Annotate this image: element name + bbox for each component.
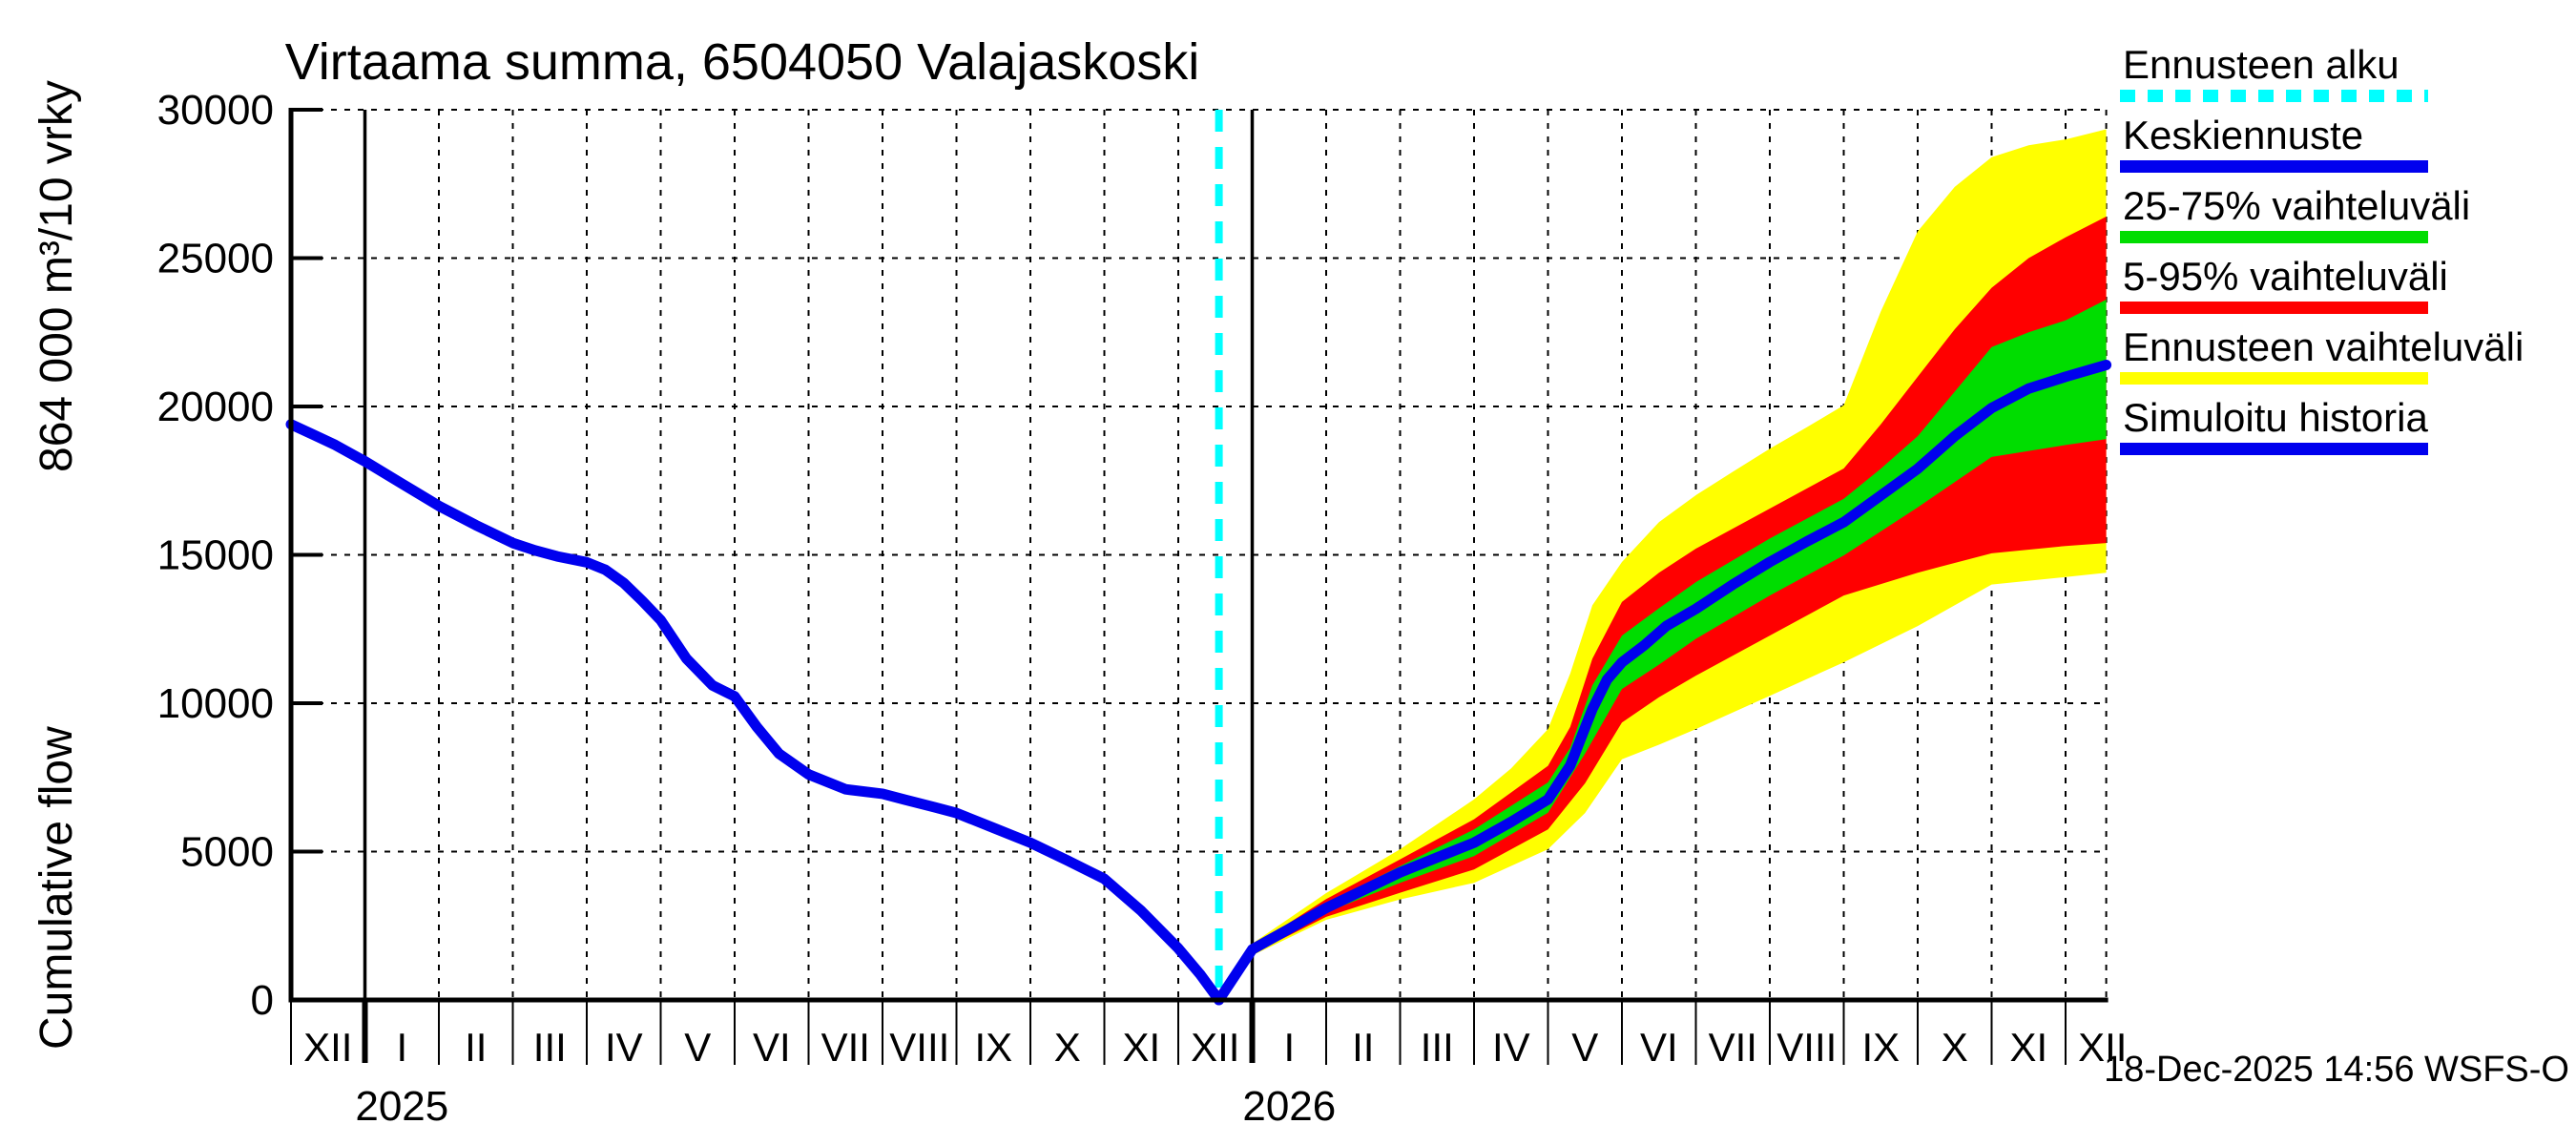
legend-swatch-line: [2120, 443, 2428, 455]
year-label: 2025: [355, 1083, 448, 1130]
year-label: 2026: [1242, 1083, 1336, 1130]
legend-swatch-line: [2120, 372, 2428, 385]
month-tick-label: I: [396, 1025, 407, 1070]
month-tick-label: V: [1571, 1025, 1598, 1070]
month-tick-label: VI: [753, 1025, 791, 1070]
legend-item-3: 25-75% vaihteluväli: [2120, 185, 2568, 243]
month-tick-label: VI: [1640, 1025, 1678, 1070]
legend-item-4: 5-95% vaihteluväli: [2120, 256, 2568, 314]
month-tick-label: XII: [303, 1025, 352, 1070]
y-tick-label: 5000: [180, 829, 274, 876]
month-tick-label: II: [1352, 1025, 1374, 1070]
y-axis-unit-label: 864 000 m³/10 vrky: [31, 80, 82, 472]
month-tick-label: IV: [605, 1025, 643, 1070]
month-tick-label: IX: [1861, 1025, 1900, 1070]
y-tick-label: 30000: [157, 87, 274, 134]
month-tick-label: IV: [1492, 1025, 1530, 1070]
month-tick-label: I: [1283, 1025, 1295, 1070]
y-axis-label: Cumulative flow: [31, 726, 82, 1050]
legend: Ennusteen alku Keskiennuste 25-75% vaihtel…: [2120, 44, 2568, 468]
month-tick-label: II: [465, 1025, 487, 1070]
month-tick-label: VII: [821, 1025, 870, 1070]
legend-label: Ennusteen vaihteluväli: [2123, 324, 2524, 369]
y-tick-label: 25000: [157, 236, 274, 282]
month-tick-label: X: [1942, 1025, 1968, 1070]
legend-item-6: Simuloitu historia: [2120, 397, 2568, 455]
legend-item-5: Ennusteen vaihteluväli: [2120, 326, 2568, 385]
legend-label: Ennusteen alku: [2123, 42, 2399, 87]
month-tick-label: VIII: [1776, 1025, 1837, 1070]
timestamp: 18-Dec-2025 14:56 WSFS-O: [2104, 1050, 2569, 1090]
legend-swatch-line: [2120, 302, 2428, 314]
legend-swatch-dashed-line: [2120, 90, 2428, 102]
band-25-75: [1218, 300, 2107, 1000]
month-tick-label: VII: [1709, 1025, 1757, 1070]
month-tick-label: XI: [2009, 1025, 2047, 1070]
legend-label: Simuloitu historia: [2123, 395, 2428, 440]
month-tick-label: X: [1054, 1025, 1081, 1070]
month-tick-label: III: [1421, 1025, 1454, 1070]
legend-swatch-line: [2120, 231, 2428, 243]
y-tick-label: 10000: [157, 680, 274, 727]
legend-label: Keskiennuste: [2123, 113, 2364, 157]
legend-label: 25-75% vaihteluväli: [2123, 183, 2471, 228]
chart-title: Virtaama summa, 6504050 Valajaskoski: [285, 33, 1200, 91]
median-line: [1214, 360, 2112, 1006]
legend-label: 5-95% vaihteluväli: [2123, 254, 2448, 299]
month-tick-label: XI: [1122, 1025, 1160, 1070]
month-tick-label: III: [533, 1025, 567, 1070]
y-tick-label: 20000: [157, 384, 274, 430]
month-tick-label: XII: [2078, 1025, 2127, 1070]
band-envelope: [1218, 129, 2107, 1000]
history-line: [285, 419, 1225, 1006]
y-tick-label: 0: [251, 977, 274, 1024]
month-tick-label: VIII: [889, 1025, 949, 1070]
legend-item-2: Keskiennuste: [2120, 114, 2568, 173]
month-tick-label: XII: [1191, 1025, 1239, 1070]
y-tick-label: 15000: [157, 532, 274, 579]
legend-item-1: Ennusteen alku: [2120, 44, 2568, 102]
month-tick-label: IX: [974, 1025, 1012, 1070]
month-tick-label: V: [684, 1025, 711, 1070]
legend-swatch-line: [2120, 160, 2428, 173]
plot-generated-layer: XII I II III IV V VI VII VIII IX X XI XII I II III IV V VI…: [157, 87, 2128, 1130]
